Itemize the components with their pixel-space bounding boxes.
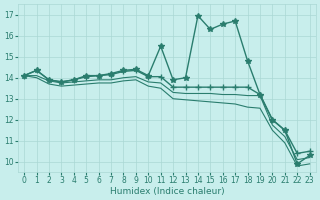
X-axis label: Humidex (Indice chaleur): Humidex (Indice chaleur) bbox=[109, 187, 224, 196]
